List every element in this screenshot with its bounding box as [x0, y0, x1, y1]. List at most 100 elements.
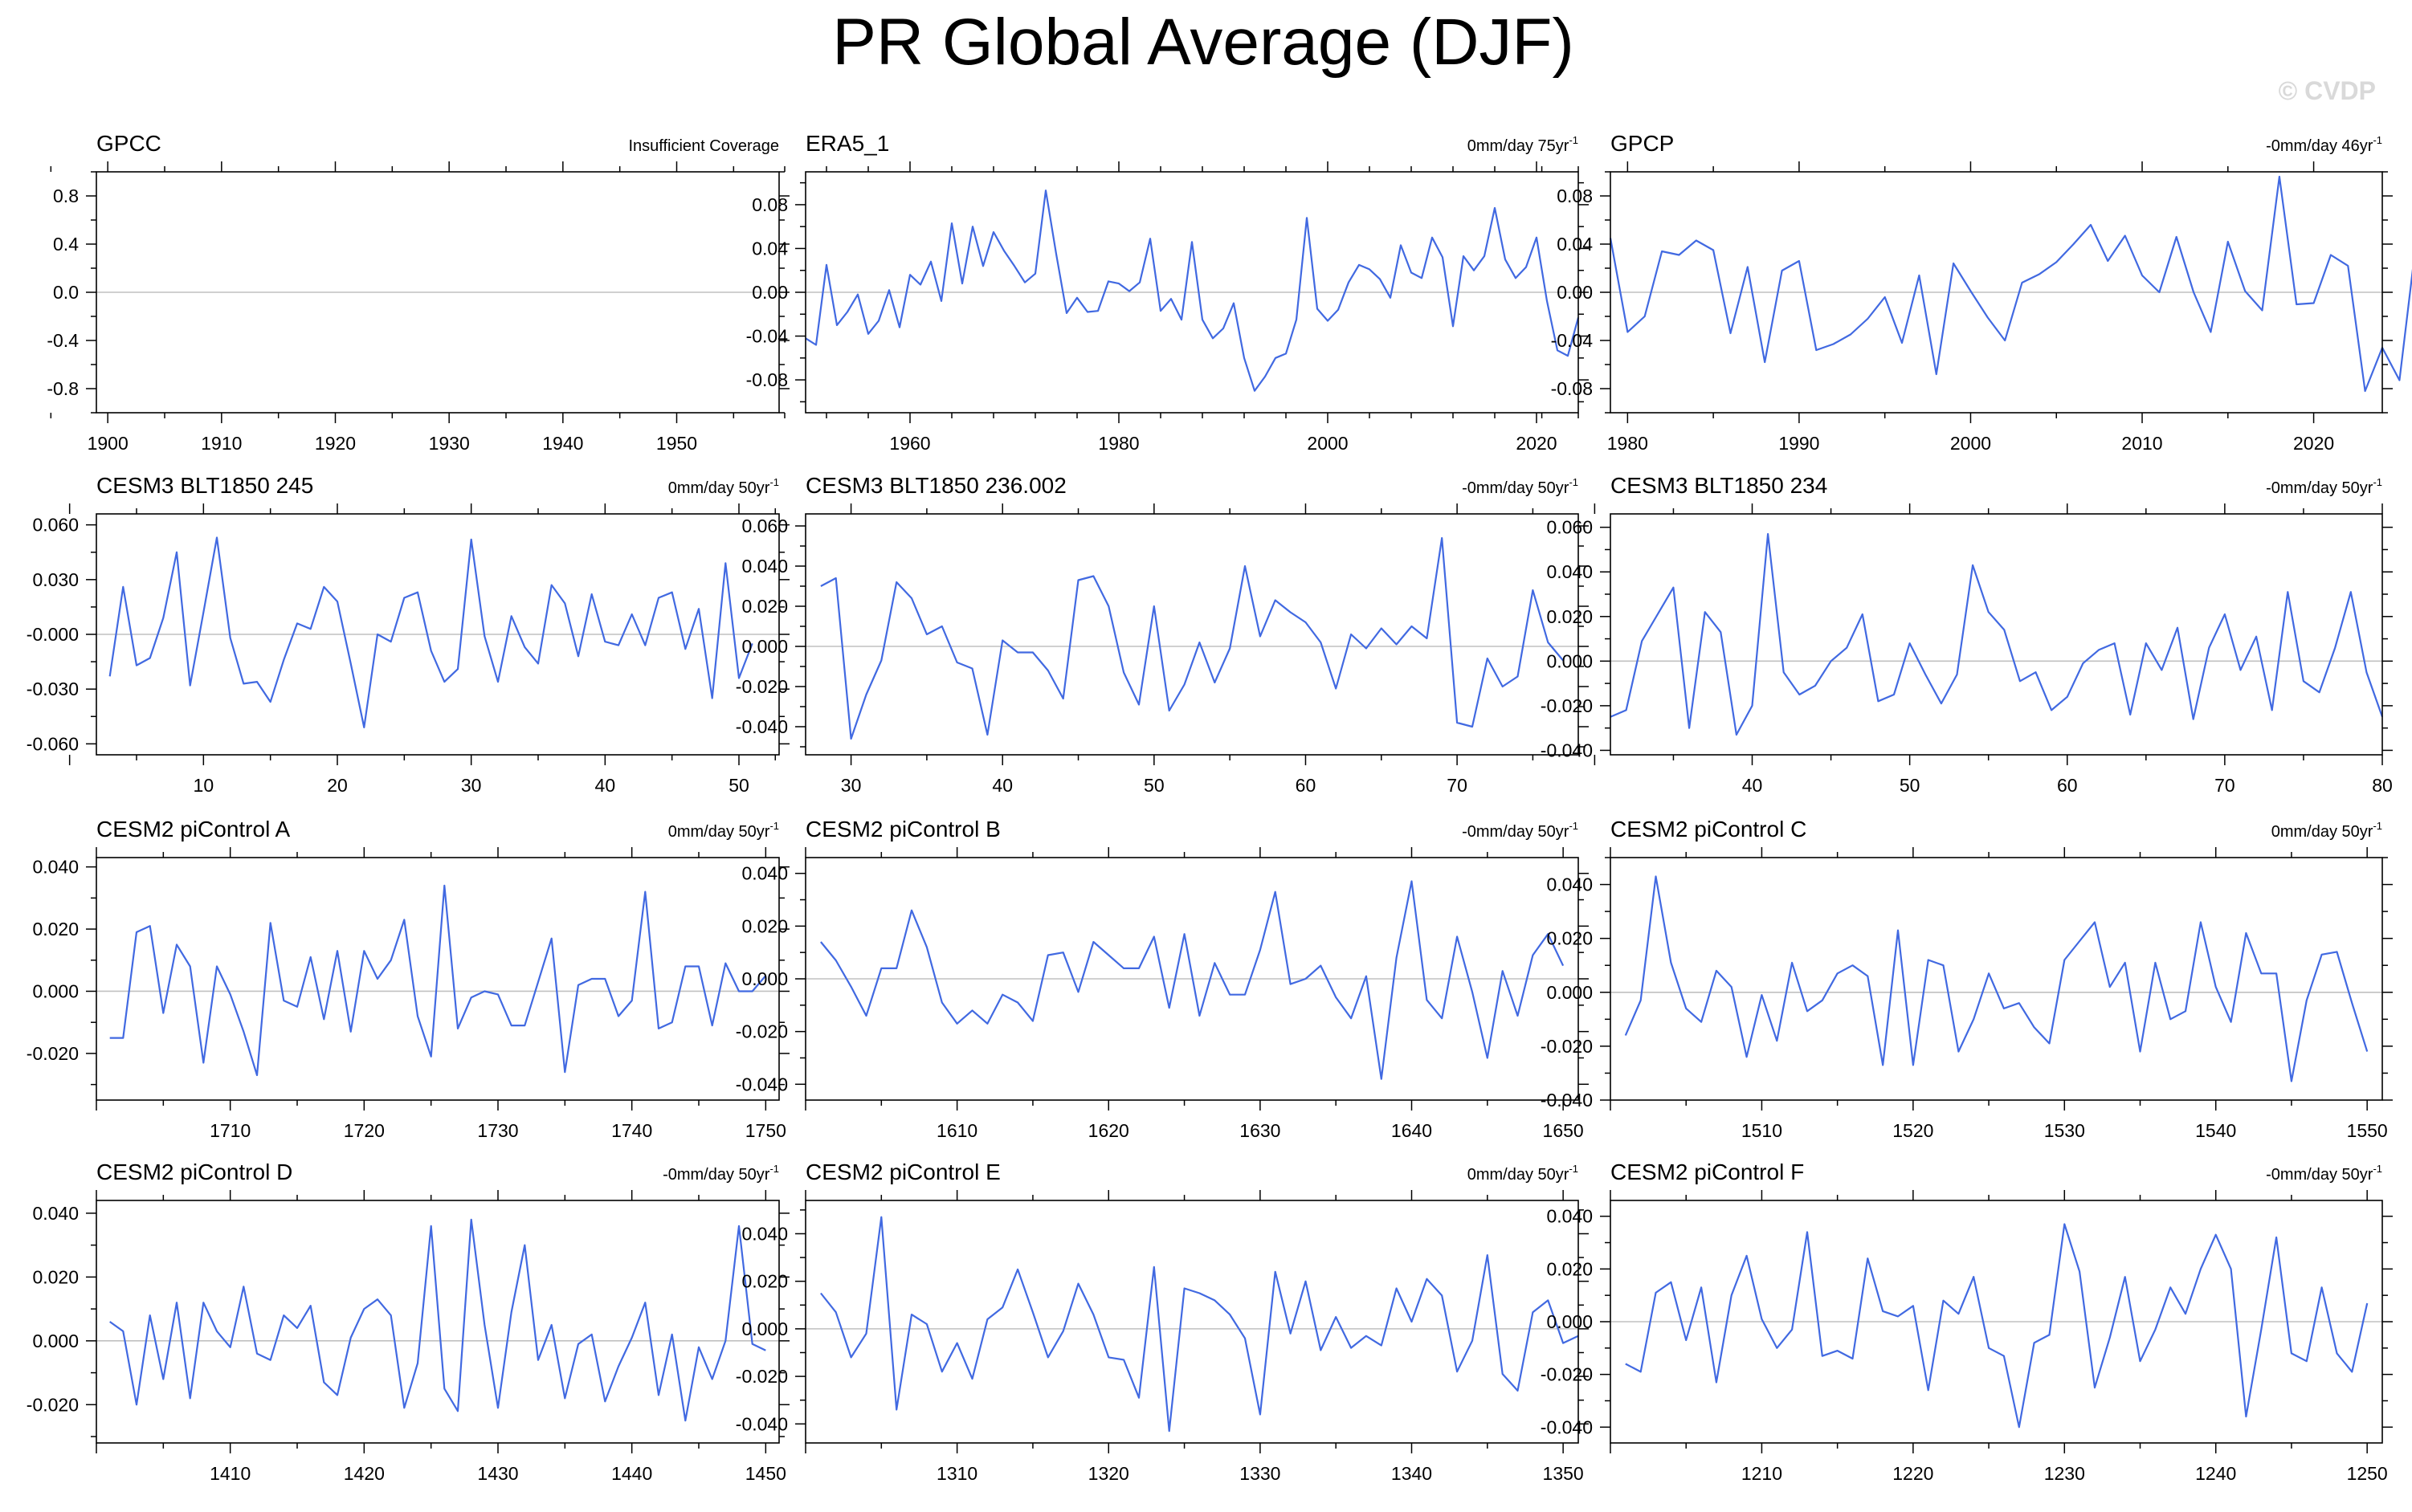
plot-frame	[96, 857, 780, 1101]
y-tick-label: -0.040	[736, 1413, 788, 1434]
y-tick-label: 0.000	[1546, 650, 1593, 671]
x-tick-label: 1240	[2195, 1463, 2236, 1484]
y-tick-label: 0.020	[32, 1266, 79, 1287]
series-line	[1625, 1223, 2369, 1428]
panel-title: GPCP	[1610, 131, 1674, 156]
panel-annotation-text: 0mm/day 50yr	[1467, 1166, 1569, 1184]
panel-annotation-text: 0mm/day 75yr	[1467, 137, 1569, 155]
y-tick-label: 0.040	[741, 863, 788, 884]
plot-frame	[1610, 1200, 2383, 1444]
y-tick-label: -0.020	[27, 1043, 79, 1064]
x-tick-label: 1520	[1892, 1120, 1933, 1141]
x-tick-label: 70	[2214, 775, 2235, 796]
x-tick-label: 1210	[1741, 1463, 1782, 1484]
x-tick-label: 30	[841, 775, 862, 796]
panel-annotation-superscript: -1	[769, 820, 779, 832]
chart-panel: CESM2 piControl A 0mm/day 50yr-1 0.040 0.02…	[27, 817, 790, 1141]
panel-annotation-text: 0mm/day 50yr	[668, 479, 770, 497]
panel-annotation-text: -0mm/day 50yr	[1462, 823, 1569, 841]
chart-panel: ERA5_1 0mm/day 75yr-1 0.08 0.04 0.00 -0.04 -0.…	[746, 131, 1589, 454]
x-tick-label: 1930	[429, 433, 470, 454]
x-tick-label: 2000	[1307, 433, 1348, 454]
x-tick-label: 2020	[2293, 433, 2334, 454]
x-tick-label: 30	[461, 775, 482, 796]
chart-panel: CESM2 piControl E 0mm/day 50yr-10.0400.02…	[736, 1159, 1589, 1484]
x-tick-label: 1960	[889, 433, 930, 454]
y-tick-label: -0.020	[1541, 1364, 1593, 1385]
panel-title: CESM2 piControl F	[1610, 1159, 1804, 1184]
panel-annotation-text: 0mm/day 50yr	[2271, 823, 2373, 841]
x-tick-label: 50	[728, 775, 749, 796]
panel-annotation: 0mm/day 50yr-1	[668, 820, 779, 841]
x-tick-label: 1550	[2347, 1120, 2388, 1141]
y-tick-label: -0.020	[27, 1394, 79, 1415]
panel-annotation-superscript: -1	[2373, 820, 2382, 832]
panel-annotation: -0mm/day 50yr-1	[663, 1163, 779, 1184]
y-tick-label: 0.040	[1546, 874, 1593, 895]
x-tick-label: 70	[1447, 775, 1467, 796]
panel-annotation-text: Insufficient Coverage	[628, 137, 779, 155]
x-tick-label: 1710	[210, 1120, 251, 1141]
x-tick-label: 1250	[2347, 1463, 2388, 1484]
x-tick-label: 1920	[315, 433, 356, 454]
y-tick-label: -0.020	[736, 1366, 788, 1387]
panel-annotation: 0mm/day 50yr-1	[668, 476, 779, 497]
y-tick-label: -0.040	[736, 716, 788, 737]
x-tick-label: 1610	[937, 1120, 977, 1141]
x-tick-label: 1940	[542, 433, 583, 454]
plot-frame	[1610, 857, 2383, 1101]
series-line	[805, 190, 1580, 392]
y-tick-label: 0.040	[32, 857, 79, 878]
y-tick-label: 0.000	[32, 1331, 79, 1351]
x-tick-label: 1340	[1391, 1463, 1432, 1484]
panel-annotation: -0mm/day 50yr-1	[1462, 476, 1578, 497]
y-tick-label: -0.040	[1541, 740, 1593, 760]
plot-frame	[96, 171, 780, 414]
y-tick-label: 0.040	[741, 1223, 788, 1244]
panel-annotation-superscript: -1	[769, 1163, 779, 1175]
x-tick-label: 1750	[745, 1120, 786, 1141]
series-line	[1624, 875, 2369, 1082]
watermark: © CVDP	[2279, 76, 2376, 105]
x-tick-label: 40	[1742, 775, 1763, 796]
panel-annotation-text: -0mm/day 50yr	[663, 1166, 770, 1184]
x-tick-label: 1330	[1239, 1463, 1280, 1484]
panel-annotation-superscript: -1	[1569, 134, 1578, 146]
x-tick-label: 1740	[611, 1120, 652, 1141]
plot-frame	[1610, 513, 2383, 756]
y-tick-label: 0.000	[1546, 982, 1593, 1003]
y-tick-label: 0.020	[1546, 1258, 1593, 1279]
x-tick-label: 1510	[1741, 1120, 1782, 1141]
x-tick-label: 1540	[2195, 1120, 2236, 1141]
y-tick-label: 0.4	[53, 234, 79, 255]
chart-panel: CESM3 BLT1850 236.002 -0mm/day 50yr-10.06…	[736, 473, 1589, 796]
plot-frame	[1610, 171, 2383, 414]
x-tick-label: 1650	[1543, 1120, 1584, 1141]
panel-annotation-superscript: -1	[1569, 820, 1578, 832]
y-tick-label: 0.04	[752, 238, 788, 259]
y-tick-label: 0.8	[53, 185, 79, 206]
panel-annotation: 0mm/day 50yr-1	[2271, 820, 2382, 841]
panel-annotation-text: -0mm/day 46yr	[2266, 137, 2373, 155]
y-tick-label: 0.060	[741, 516, 788, 536]
panel-title: CESM2 piControl E	[806, 1159, 1001, 1184]
panel-annotation: 0mm/day 50yr-1	[1467, 1163, 1578, 1184]
y-tick-label: 0.040	[32, 1203, 79, 1224]
panel-title: CESM2 piControl A	[96, 817, 291, 842]
y-tick-label: -0.060	[27, 733, 79, 754]
x-tick-label: 2000	[1950, 433, 1991, 454]
panel-annotation-superscript: -1	[2373, 134, 2382, 146]
x-tick-label: 1910	[201, 433, 242, 454]
panel-annotation: -0mm/day 46yr-1	[2266, 134, 2382, 155]
series-line	[108, 536, 753, 729]
x-tick-label: 1350	[1543, 1463, 1584, 1484]
plot-frame	[96, 513, 780, 756]
panel-annotation: 0mm/day 75yr-1	[1467, 134, 1578, 155]
figure-title: PR Global Average (DJF)	[832, 6, 1574, 79]
x-tick-label: 1980	[1098, 433, 1139, 454]
x-tick-label: 10	[194, 775, 214, 796]
panel-annotation-superscript: -1	[1569, 476, 1578, 488]
x-tick-label: 60	[2057, 775, 2078, 796]
panel-title: ERA5_1	[806, 131, 889, 156]
